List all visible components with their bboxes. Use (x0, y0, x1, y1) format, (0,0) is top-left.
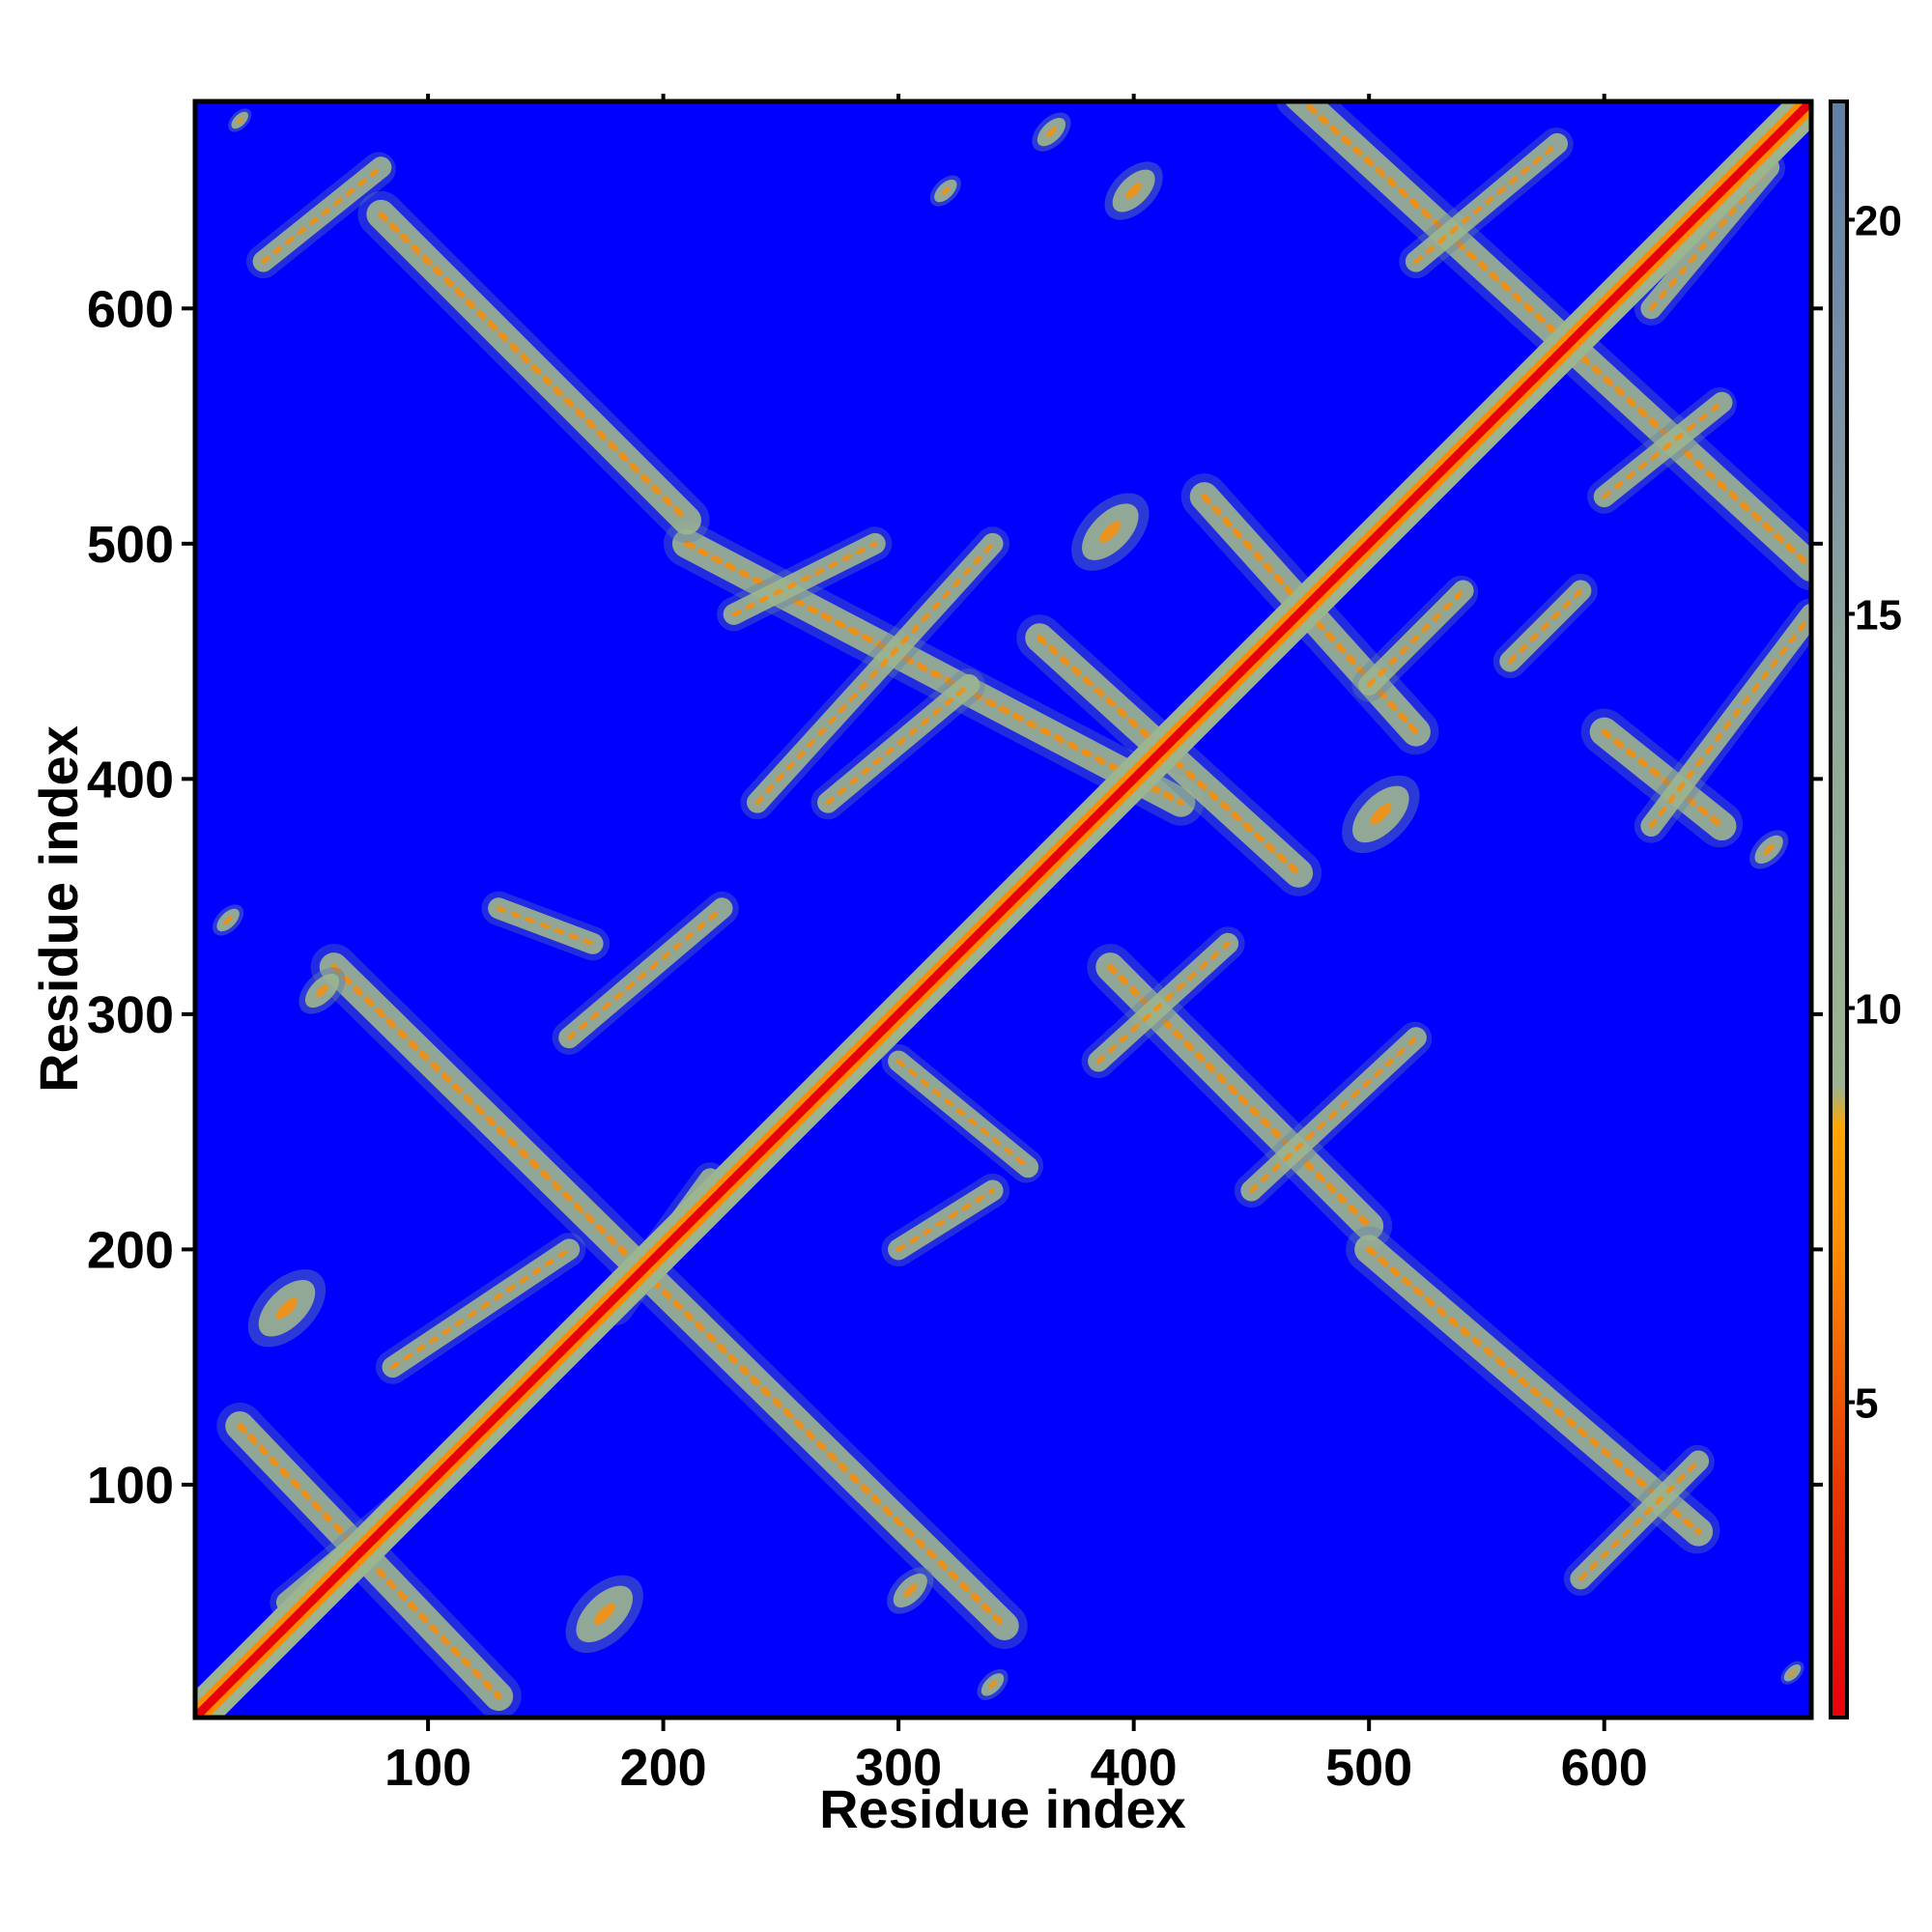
antidiagonal-band-7 (1346, 1226, 1722, 1555)
y-tick-label-400: 400 (87, 751, 174, 809)
colorbar-tick-label-20: 20 (1855, 197, 1902, 244)
colorbar (1829, 99, 1849, 1719)
crossing-band-9-core (1248, 1035, 1419, 1193)
contact-blob-5 (298, 967, 346, 1014)
y-tick-label-100: 100 (87, 1457, 174, 1515)
y-axis-ticks: 100 200 300 400 500 600 (87, 280, 1823, 1515)
crossing-band-12 (1587, 385, 1740, 514)
antidiagonal-band-9-core (1601, 728, 1725, 830)
crossing-band-16 (1634, 150, 1786, 326)
contact-blob-10 (1032, 112, 1071, 152)
crossing-band-11 (1492, 573, 1598, 679)
contact-blob-11 (929, 175, 961, 207)
contact-blob-13 (1780, 1661, 1804, 1685)
crossing-band-1 (375, 1232, 586, 1384)
contact-blob-core-9 (1763, 843, 1775, 855)
crossing-band-3-core (566, 905, 724, 1040)
main-diagonal-core (195, 101, 1811, 1718)
contact-blob-12 (228, 108, 252, 132)
y-tick-label-200: 200 (87, 1221, 174, 1279)
crossing-band-5 (740, 526, 1010, 820)
crossing-band-9 (1234, 1020, 1434, 1208)
x-tick-label-100: 100 (384, 1739, 471, 1797)
antidiagonal-band-3-core (378, 211, 691, 524)
crossing-band-8-core (1095, 941, 1231, 1064)
crossing-band-7 (881, 1173, 1010, 1266)
x-tick-label-200: 200 (620, 1739, 707, 1797)
contact-blob-core-3 (988, 1680, 997, 1690)
crossing-band-3 (552, 891, 740, 1055)
crossing-band-11-core (1507, 588, 1583, 665)
contact-blob-core-2 (903, 1583, 917, 1598)
crossing-band-7-core (895, 1188, 995, 1252)
crossing-band-13 (1634, 597, 1811, 843)
x-tick-label-300: 300 (855, 1739, 942, 1797)
contact-blob-core-7 (1370, 803, 1392, 826)
crossing-band-6 (881, 1043, 1045, 1184)
contact-blob-core-4 (223, 916, 233, 924)
contact-blob-core-13 (1789, 1669, 1796, 1677)
crossing-band-19 (810, 668, 986, 820)
x-tick-label-400: 400 (1091, 1739, 1178, 1797)
crossing-band-18 (717, 526, 893, 632)
crossing-band-10 (1351, 573, 1481, 702)
contact-blob-7 (1342, 775, 1420, 854)
heatmap-area (195, 101, 1811, 1718)
contact-blob-4 (213, 904, 244, 936)
crossing-band-2 (481, 891, 611, 961)
crossing-band-2-core (496, 905, 595, 947)
crossing-band-17-core (261, 164, 384, 265)
contact-blob-3 (977, 1668, 1009, 1700)
contact-blob-core-1 (593, 1603, 615, 1625)
contact-blob-1 (565, 1575, 643, 1654)
y-tick-label-300: 300 (87, 986, 174, 1044)
antidiagonal-band-7-core (1365, 1246, 1702, 1535)
x-tick-label-500: 500 (1325, 1739, 1412, 1797)
contact-blob-9 (1749, 830, 1789, 869)
contact-blob-2 (887, 1567, 934, 1614)
crossing-band-10-core (1366, 588, 1466, 688)
contact-blob-core-12 (236, 117, 243, 124)
crossing-band-6-core (895, 1059, 1031, 1170)
contact-blob-core-10 (1045, 127, 1057, 138)
antidiagonal-band-1-core (330, 963, 1009, 1630)
contact-blob-core-8 (1125, 183, 1143, 199)
contact-blob-6 (1071, 493, 1150, 571)
y-tick-label-500: 500 (87, 516, 174, 574)
crossing-band-14-core (1577, 1459, 1701, 1581)
crossing-band-19-core (825, 682, 972, 806)
crossing-band-13-core (1648, 611, 1811, 829)
contact-blob-0 (247, 1269, 327, 1348)
x-axis-ticks: 100 200 300 400 500 600 (384, 94, 1648, 1797)
contact-blob-core-0 (275, 1297, 298, 1320)
contact-blob-8 (1104, 161, 1163, 220)
crossing-band-1-core (390, 1246, 572, 1370)
y-axis-title: Residue index (28, 725, 89, 1093)
contact-blob-core-5 (315, 983, 329, 998)
crossing-band-15 (1399, 127, 1575, 279)
crossing-band-15-core (1413, 141, 1560, 265)
crossing-band-17 (246, 150, 398, 279)
x-tick-label-600: 600 (1561, 1739, 1648, 1797)
main-diagonal (195, 101, 1811, 1718)
antidiagonal-band-9 (1580, 708, 1746, 850)
contact-blob-core-6 (1099, 521, 1122, 543)
plot-frame (192, 99, 1814, 1720)
antidiagonal-band-3 (357, 190, 710, 544)
crossing-band-8 (1081, 926, 1245, 1079)
antidiagonal-band-1 (310, 944, 1028, 1650)
crossing-band-5-core (754, 541, 995, 806)
colorbar-tick-label-10: 10 (1855, 986, 1902, 1034)
y-tick-label-600: 600 (87, 280, 174, 338)
crossing-band-16-core (1648, 164, 1772, 311)
colorbar-ticks: 5 10 15 20 (1847, 197, 1902, 1428)
colorbar-tick-label-15: 15 (1855, 591, 1902, 639)
crossing-band-14 (1563, 1443, 1716, 1596)
crossing-band-18-core (731, 541, 878, 617)
contact-blob-core-11 (941, 186, 951, 195)
x-axis-title: Residue index (819, 1778, 1186, 1839)
colorbar-tick-label-5: 5 (1855, 1380, 1878, 1428)
crossing-band-12-core (1602, 400, 1724, 499)
